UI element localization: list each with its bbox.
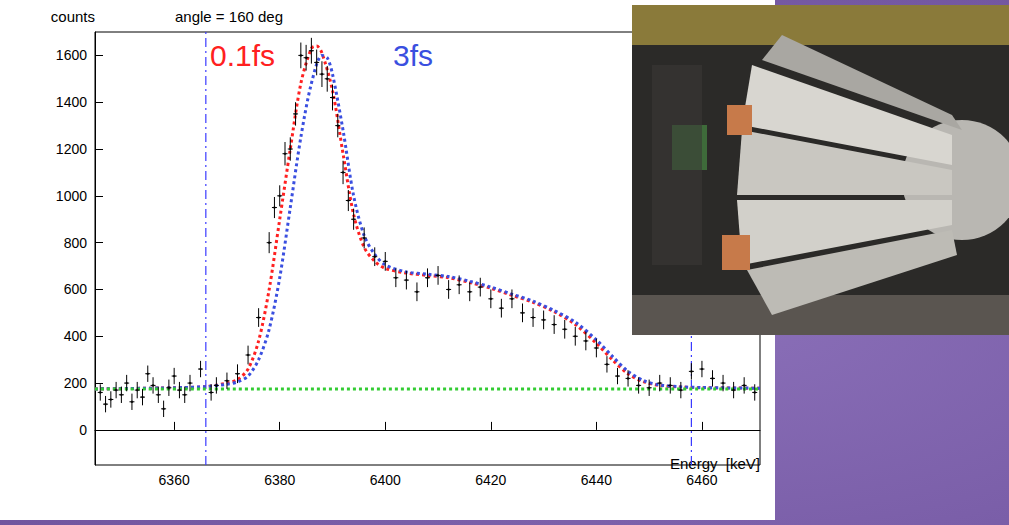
svg-text:6380: 6380 [264, 472, 295, 488]
svg-text:1200: 1200 [56, 141, 87, 157]
svg-text:3fs: 3fs [393, 39, 433, 72]
svg-text:6460: 6460 [686, 472, 717, 488]
svg-text:200: 200 [64, 375, 88, 391]
svg-text:6420: 6420 [475, 472, 506, 488]
svg-text:1600: 1600 [56, 47, 87, 63]
svg-text:600: 600 [64, 281, 88, 297]
svg-text:0: 0 [79, 422, 87, 438]
svg-text:1400: 1400 [56, 94, 87, 110]
svg-text:400: 400 [64, 328, 88, 344]
svg-text:6400: 6400 [370, 472, 401, 488]
svg-text:6440: 6440 [581, 472, 612, 488]
svg-text:0.1fs: 0.1fs [210, 39, 275, 72]
svg-text:counts: counts [51, 8, 95, 25]
svg-text:800: 800 [64, 235, 88, 251]
svg-text:6360: 6360 [159, 472, 190, 488]
svg-text:1000: 1000 [56, 188, 87, 204]
svg-text:Energy [keV]: Energy [keV] [670, 455, 760, 472]
svg-text:angle = 160 deg: angle = 160 deg [175, 8, 283, 25]
